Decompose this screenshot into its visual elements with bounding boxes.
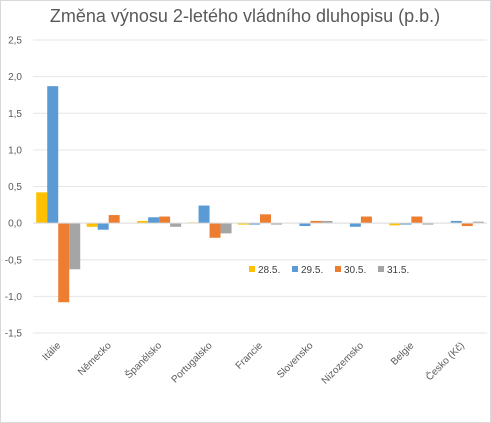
bar [422, 223, 434, 225]
bar [220, 223, 232, 234]
bars [36, 86, 484, 303]
bar [170, 223, 182, 227]
bar [310, 220, 322, 224]
x-axis-ticks: Itálie Německo Španělsko Portugalsko Francie… [41, 339, 467, 387]
legend-label: 29.5. [301, 265, 323, 276]
y-tick-label: 0,5 [8, 182, 22, 193]
bar [389, 223, 401, 226]
bar [360, 216, 372, 224]
legend-swatch [292, 266, 298, 272]
bar [299, 223, 311, 227]
legend-label: 28.5. [258, 265, 280, 276]
bar [400, 223, 412, 225]
legend-label: 31.5. [387, 265, 409, 276]
bar [260, 214, 271, 224]
bar [36, 192, 48, 224]
bar [198, 205, 210, 224]
bar [209, 223, 221, 238]
bar [47, 86, 59, 224]
legend-swatch [249, 266, 255, 272]
y-tick-label: 2,0 [8, 72, 22, 83]
x-tick-label: Itálie [41, 340, 64, 363]
bar [108, 215, 120, 224]
x-tick-label: Portugalsko [170, 340, 215, 385]
bar [450, 220, 462, 224]
x-tick-label: Španělsko [122, 339, 165, 382]
bar [349, 223, 361, 227]
y-axis-ticks: 2,5 2,0 1,5 1,0 0,5 0,0 -0,5 -1,0 -1,5 [5, 36, 23, 340]
bar [249, 223, 260, 225]
x-tick-label: Belgie [389, 340, 417, 368]
bar [137, 220, 149, 224]
y-tick-label: -1,5 [5, 329, 23, 340]
legend-swatch [378, 266, 384, 272]
y-tick-label: 1,5 [8, 109, 22, 120]
bar [148, 217, 160, 224]
bar [271, 223, 282, 225]
y-tick-label: -0,5 [5, 255, 23, 266]
y-tick-label: -1,0 [5, 292, 23, 303]
y-tick-label: 0,0 [8, 219, 22, 230]
bar [58, 223, 70, 303]
legend-swatch [335, 266, 341, 272]
x-tick-label: Nizozemsko [320, 340, 367, 387]
bar [238, 223, 249, 225]
y-tick-label: 2,5 [8, 36, 22, 47]
bar [321, 220, 333, 224]
x-tick-label: Německo [76, 340, 114, 378]
bar [472, 221, 484, 224]
bar [86, 223, 98, 227]
x-tick-label: Slovensko [275, 340, 316, 381]
legend: 28.5. 29.5. 30.5. 31.5. [249, 265, 409, 276]
bar [97, 223, 109, 230]
bar [461, 223, 473, 227]
bar [159, 216, 171, 224]
bar [69, 223, 81, 270]
gridlines [33, 39, 487, 334]
x-tick-label: Francie [234, 340, 266, 372]
bar [411, 216, 423, 224]
legend-label: 30.5. [344, 265, 366, 276]
y-tick-label: 1,0 [8, 145, 22, 156]
x-tick-label: Česko (Kč) [423, 339, 467, 383]
chart-title: Změna výnosu 2-letého vládního dluhopisu… [50, 6, 440, 26]
